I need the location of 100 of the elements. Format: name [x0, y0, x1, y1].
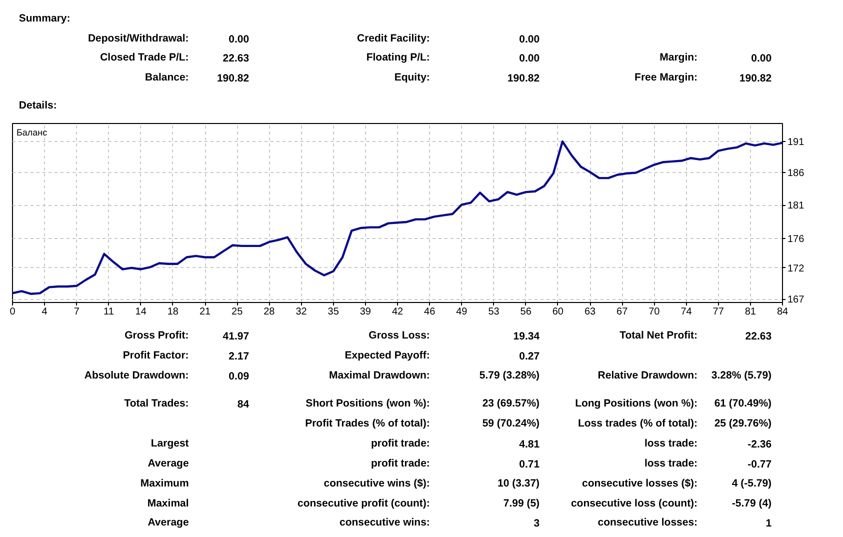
text: Maximal Drawdown: [328, 370, 430, 382]
text: 0.00 [228, 34, 250, 46]
text: Long Positions (won %): [575, 398, 698, 410]
text: Details: [18, 100, 57, 112]
x-tick-label: 0 [10, 306, 16, 318]
text: 0.27 [519, 350, 540, 362]
x-tick-label: 32 [296, 306, 308, 318]
x-tick-label: 56 [520, 306, 532, 318]
x-tick-label: 49 [456, 306, 468, 318]
text: 22.63 [222, 52, 250, 64]
text: 84 [237, 398, 250, 410]
x-tick-label: 81 [744, 306, 756, 318]
x-tick-label: 28 [264, 306, 276, 318]
text: consecutive losses: [598, 516, 698, 528]
text: 25 (29.76%) [714, 418, 772, 430]
y-tick-label: 181 [788, 200, 805, 212]
text: Equity: [394, 72, 430, 84]
y-tick-label: 176 [788, 234, 805, 245]
x-tick-label: 35 [328, 306, 340, 318]
text: 3.28% (5.79) [711, 370, 772, 382]
x-tick-label: 18 [167, 306, 179, 318]
x-tick-label: 70 [648, 306, 660, 318]
text: consecutive wins: [339, 516, 430, 528]
text: Profit Trades (% of total): [305, 418, 430, 430]
text: Summary: [18, 12, 70, 24]
text: Expected Payoff: [344, 350, 430, 362]
x-tick-label: 60 [552, 306, 564, 318]
text: 1 [766, 518, 772, 530]
text: Deposit/Withdrawal: [88, 32, 189, 44]
text: Profit Factor: [122, 350, 189, 362]
text: Total Net Profit: [620, 330, 698, 342]
x-tick-label: 42 [392, 306, 404, 318]
y-tick-label: 191 [788, 136, 805, 148]
x-tick-label: 4 [42, 306, 48, 318]
text: -5.79 (4) [732, 498, 772, 510]
x-tick-label: 14 [135, 306, 147, 318]
text: 4.81 [519, 438, 540, 450]
text: 0.00 [751, 52, 772, 64]
text: Absolute Drawdown: [84, 370, 189, 382]
text: loss trade: [644, 438, 698, 450]
text: Short Positions (won %): [306, 398, 430, 410]
text: 190.82 [507, 72, 540, 84]
text: Free Margin: [634, 72, 698, 84]
text: loss trade: [644, 458, 698, 470]
x-tick-label: 21 [199, 306, 211, 318]
text: 19.34 [513, 330, 540, 342]
text: Balance: [145, 72, 189, 84]
text: Total Trades: [124, 398, 189, 410]
text: profit trade: [371, 438, 430, 450]
x-tick-label: 67 [616, 306, 628, 318]
text: Relative Drawdown: [598, 370, 698, 382]
text: Margin: [660, 52, 698, 64]
text: Gross Loss: [368, 330, 430, 342]
text: Largest [150, 438, 190, 450]
text: Loss trades (% of total): [578, 418, 698, 430]
text: 10 (3.37) [498, 478, 540, 490]
text: profit trade: [371, 458, 430, 470]
text: Average [148, 458, 189, 470]
y-tick-label: 186 [788, 168, 805, 180]
text: Maximal [147, 498, 189, 510]
text: 0.00 [519, 34, 540, 46]
text: 190.82 [739, 72, 772, 84]
y-tick-label: 167 [788, 294, 805, 306]
x-tick-label: 74 [680, 306, 692, 318]
text: consecutive wins ($): [324, 478, 430, 490]
text: 59 (70.24%) [482, 418, 540, 430]
x-tick-label: 11 [104, 306, 114, 318]
text: Maximum [140, 478, 189, 490]
text: consecutive loss (count): [570, 498, 698, 510]
text: 3 [534, 518, 540, 530]
x-tick-label: 25 [232, 306, 244, 318]
y-axis-title: Баланс [16, 128, 48, 138]
text: 0.71 [519, 458, 540, 470]
text: 7.99 (5) [503, 498, 540, 510]
x-tick-label: 84 [776, 306, 788, 318]
y-tick-label: 172 [788, 263, 805, 274]
text: consecutive profit (count): [298, 498, 430, 510]
text: 22.63 [745, 330, 772, 342]
text: 23 (69.57%) [482, 398, 540, 410]
text: 2.17 [228, 350, 250, 362]
text: Floating P/L: [366, 52, 430, 64]
text: -2.36 [748, 438, 772, 450]
text: 0.00 [519, 52, 540, 64]
line-series [12, 140, 782, 295]
x-tick-label: 39 [360, 306, 372, 318]
text: Credit Facility: [356, 32, 430, 44]
text: 61 (70.49%) [714, 398, 772, 410]
text: consecutive losses ($): [582, 478, 698, 490]
text: Average [148, 516, 189, 528]
x-tick-label: 53 [488, 306, 500, 318]
text: 41.97 [222, 330, 250, 342]
x-tick-label: 46 [424, 306, 436, 318]
text: 0.09 [228, 370, 250, 382]
text: Gross Profit: [124, 330, 189, 342]
x-tick-label: 7 [74, 306, 80, 318]
text: -0.77 [748, 458, 772, 470]
x-tick-label: 77 [712, 306, 724, 318]
text: Closed Trade P/L: [100, 52, 189, 64]
x-tick-label: 63 [584, 306, 596, 318]
text: 4 (-5.79) [732, 478, 772, 490]
